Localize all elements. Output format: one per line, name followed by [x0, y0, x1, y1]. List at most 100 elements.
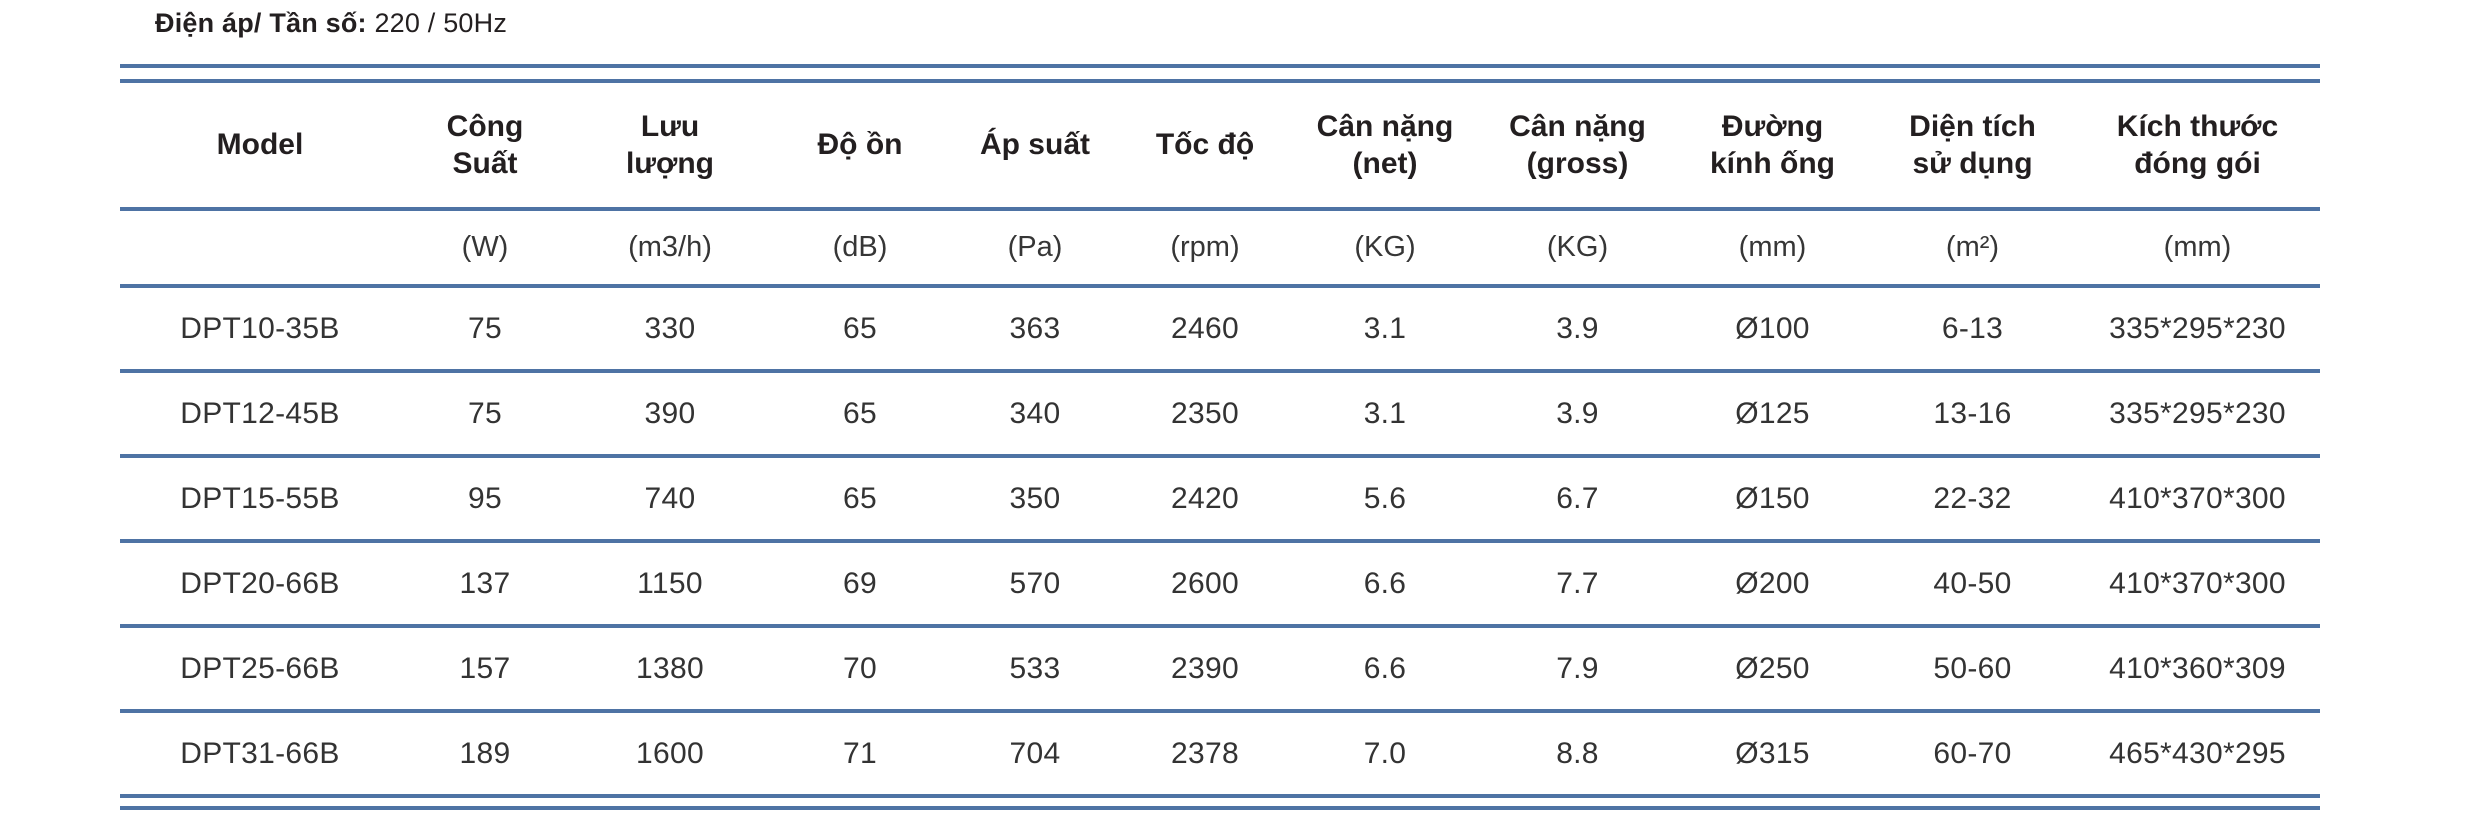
- column-unit: (m²): [1870, 209, 2075, 288]
- table-row: DPT20-66B 137 1150 69 570 2600 6.6 7.7 Ø200 40-50…: [120, 541, 2320, 628]
- bottom-double-rule: [120, 794, 2320, 810]
- value-cell: 410*360*309: [2075, 626, 2320, 713]
- value-cell: 6.6: [1290, 541, 1480, 628]
- value-cell: 1150: [570, 541, 770, 628]
- value-cell: 2460: [1120, 286, 1290, 373]
- value-cell: 3.9: [1480, 286, 1675, 373]
- value-cell: 1600: [636, 736, 704, 770]
- value-cell: Ø200: [1675, 541, 1870, 628]
- column-header: Diện tích sử dụng: [1870, 83, 2075, 211]
- value-cell: 410*370*300: [2075, 541, 2320, 628]
- model-cell: DPT25-66B: [120, 626, 400, 713]
- column-header: Công Suất: [400, 83, 570, 211]
- column-header: Độ ồn: [770, 83, 950, 211]
- column-header: Tốc độ: [1120, 83, 1290, 211]
- column-header: Model: [120, 83, 400, 211]
- column-unit: (dB): [770, 209, 950, 288]
- value-cell: 6.7: [1480, 456, 1675, 543]
- column-unit: (Pa): [950, 209, 1120, 288]
- table-row: DPT31-66B 189 1600 71 704 2378 7.0 8.8 Ø315 60-70…: [120, 711, 2320, 794]
- value-cell: Ø125: [1675, 371, 1870, 458]
- table-row: DPT15-55B 95 740 65 350 2420 5.6 6.7 Ø150 22-32 41…: [120, 456, 2320, 543]
- value-cell: 8.8: [1556, 736, 1599, 770]
- column-unit: (mm): [1675, 209, 1870, 288]
- value-cell: 75: [400, 371, 570, 458]
- model-cell: DPT10-35B: [120, 286, 400, 373]
- column-unit: (KG): [1480, 209, 1675, 288]
- column-unit: [120, 209, 400, 288]
- column-header: Cân nặng (gross): [1480, 83, 1675, 211]
- voltage-frequency-value: 220 / 50Hz: [374, 8, 508, 38]
- value-cell: 335*295*230: [2075, 286, 2320, 373]
- page-title: Điện áp/ Tần số: 220 / 50Hz: [155, 8, 507, 39]
- value-cell: Ø315: [1735, 736, 1810, 770]
- value-cell: 3.1: [1290, 286, 1480, 373]
- value-cell: 40-50: [1870, 541, 2075, 628]
- value-cell: 75: [400, 286, 570, 373]
- value-cell: 7.9: [1480, 626, 1675, 713]
- value-cell: 5.6: [1290, 456, 1480, 543]
- value-cell: 3.9: [1480, 371, 1675, 458]
- value-cell: 390: [570, 371, 770, 458]
- voltage-frequency-label: Điện áp/ Tần số:: [155, 8, 367, 38]
- value-cell: Ø250: [1675, 626, 1870, 713]
- value-cell: Ø150: [1675, 456, 1870, 543]
- spec-table: Model Công Suất Lưu lượng Độ ồn Áp suất Tốc đ…: [120, 83, 2320, 794]
- value-cell: 350: [950, 456, 1120, 543]
- value-cell: 6-13: [1870, 286, 2075, 373]
- value-cell: 465*430*295: [2109, 736, 2286, 770]
- value-cell: 189: [459, 736, 511, 770]
- value-cell: 69: [770, 541, 950, 628]
- value-cell: 363: [950, 286, 1120, 373]
- value-cell: 7.0: [1363, 736, 1407, 770]
- value-cell: 71: [843, 736, 877, 770]
- model-cell: DPT20-66B: [120, 541, 400, 628]
- value-cell: 2350: [1120, 371, 1290, 458]
- unit-row: (W) (m3/h) (dB) (Pa) (rpm) (KG) (KG) (mm) (m²) (m…: [120, 209, 2320, 288]
- column-unit: (KG): [1290, 209, 1480, 288]
- column-unit: (rpm): [1120, 209, 1290, 288]
- value-cell: 570: [950, 541, 1120, 628]
- column-unit: (m3/h): [570, 209, 770, 288]
- value-cell: 2420: [1120, 456, 1290, 543]
- value-cell: 330: [570, 286, 770, 373]
- spec-table-section: Model Công Suất Lưu lượng Độ ồn Áp suất Tốc đ…: [120, 64, 2320, 810]
- value-cell: 60-70: [1933, 736, 2012, 770]
- value-cell: 533: [950, 626, 1120, 713]
- value-cell: 1380: [570, 626, 770, 713]
- value-cell: 2600: [1120, 541, 1290, 628]
- value-cell: 7.7: [1480, 541, 1675, 628]
- value-cell: 65: [770, 456, 950, 543]
- value-cell: 157: [400, 626, 570, 713]
- value-cell: 704: [1009, 736, 1061, 770]
- table-row: DPT10-35B 75 330 65 363 2460 3.1 3.9 Ø100 6-13 335…: [120, 286, 2320, 373]
- top-double-rule: [120, 64, 2320, 83]
- value-cell: Ø100: [1675, 286, 1870, 373]
- table-row: DPT25-66B 157 1380 70 533 2390 6.6 7.9 Ø250 50-60…: [120, 626, 2320, 713]
- column-header: Áp suất: [950, 83, 1120, 211]
- value-cell: 2390: [1120, 626, 1290, 713]
- model-cell: DPT31-66B: [180, 736, 340, 770]
- column-unit: (W): [400, 209, 570, 288]
- model-cell: DPT15-55B: [120, 456, 400, 543]
- value-cell: 50-60: [1870, 626, 2075, 713]
- value-cell: 2378: [1171, 736, 1239, 770]
- value-cell: 22-32: [1870, 456, 2075, 543]
- value-cell: 335*295*230: [2075, 371, 2320, 458]
- table-body: DPT10-35B 75 330 65 363 2460 3.1 3.9 Ø100 6-13 335…: [120, 286, 2320, 794]
- column-unit: (mm): [2075, 209, 2320, 288]
- value-cell: 410*370*300: [2075, 456, 2320, 543]
- value-cell: 95: [400, 456, 570, 543]
- value-cell: 6.6: [1290, 626, 1480, 713]
- table-row: DPT12-45B 75 390 65 340 2350 3.1 3.9 Ø125 13-16 33…: [120, 371, 2320, 458]
- value-cell: 13-16: [1870, 371, 2075, 458]
- value-cell: 65: [770, 286, 950, 373]
- column-header: Kích thước đóng gói: [2075, 83, 2320, 211]
- value-cell: 137: [400, 541, 570, 628]
- value-cell: 3.1: [1290, 371, 1480, 458]
- value-cell: 65: [770, 371, 950, 458]
- column-header: Đường kính ống: [1675, 83, 1870, 211]
- column-header: Lưu lượng: [570, 83, 770, 211]
- value-cell: 740: [570, 456, 770, 543]
- value-cell: 70: [770, 626, 950, 713]
